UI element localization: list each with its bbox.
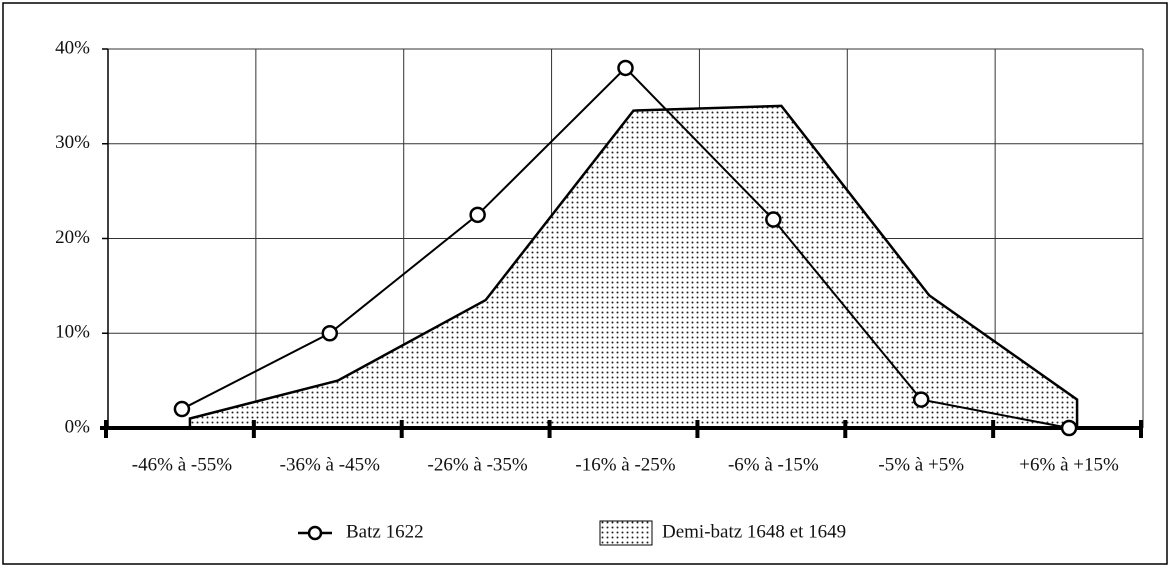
legend-label: Demi-batz 1648 et 1649: [662, 521, 846, 542]
legend-swatch: [599, 520, 653, 546]
x-tick-label: -26% à -35%: [428, 454, 528, 475]
area: [188, 104, 1079, 430]
x-tick-label: +6% à +15%: [1019, 454, 1119, 475]
x-tick-label: -6% à -15%: [728, 454, 819, 475]
point: [765, 211, 782, 228]
x-tick-label: -36% à -45%: [280, 454, 380, 475]
x-tick-label: -16% à -25%: [575, 454, 675, 475]
y-tick-label: 40%: [55, 37, 90, 58]
point: [1060, 419, 1078, 437]
legend-label: Batz 1622: [346, 521, 424, 542]
x-tick-label: -46% à -55%: [132, 454, 232, 475]
point: [321, 325, 339, 342]
y-tick-label: 20%: [55, 227, 90, 248]
y-tick-label: 0%: [65, 416, 91, 437]
point: [469, 206, 486, 224]
x-tick-label: -5% à +5%: [878, 454, 964, 475]
y-tick-label: 10%: [55, 322, 90, 343]
point: [617, 59, 634, 77]
legend-marker: [307, 525, 323, 541]
point: [912, 391, 930, 408]
point: [173, 400, 191, 418]
y-tick-label: 30%: [55, 132, 90, 153]
